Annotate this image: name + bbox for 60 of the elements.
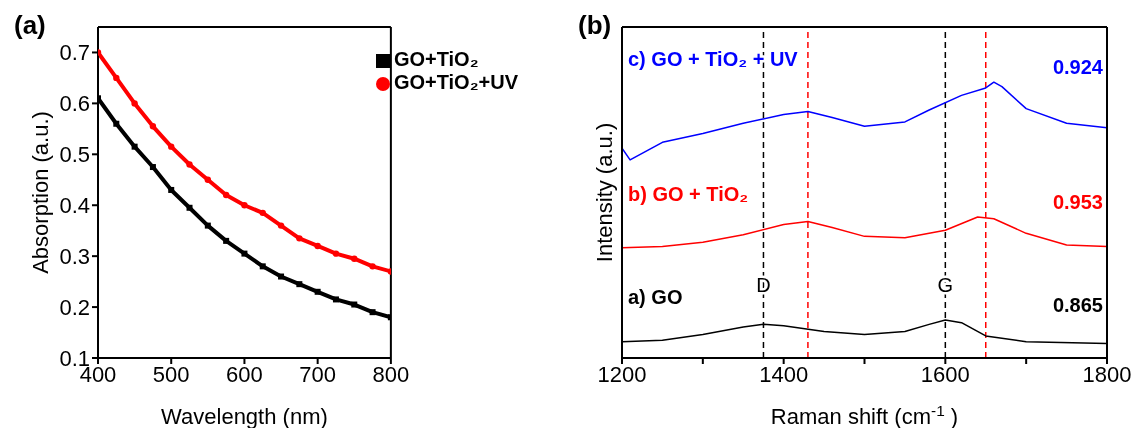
point xyxy=(351,255,358,262)
ref-line-label: D xyxy=(756,273,771,296)
x-tick-label: 1200 xyxy=(597,361,647,387)
x-tick-label: 500 xyxy=(152,361,190,387)
series-label: b) GO + TiO₂ xyxy=(628,183,749,206)
chart-title: (a) xyxy=(14,10,46,41)
y-tick-label: 0.2 xyxy=(59,294,90,320)
y-tick-label: 0.3 xyxy=(59,243,90,269)
point xyxy=(131,143,138,150)
x-tick-label: 1400 xyxy=(759,361,809,387)
point xyxy=(332,296,339,303)
annotation: 0.953 xyxy=(1052,191,1103,214)
point xyxy=(222,191,230,199)
point xyxy=(259,263,266,270)
point xyxy=(278,273,285,280)
point xyxy=(369,309,376,316)
point xyxy=(113,74,120,82)
point xyxy=(168,186,175,193)
point xyxy=(259,209,266,217)
point xyxy=(296,281,303,288)
point xyxy=(149,123,157,130)
point xyxy=(314,288,321,295)
chart-title: (b) xyxy=(578,10,612,41)
y-tick-label: 0.7 xyxy=(59,40,90,66)
annotation: 0.865 xyxy=(1052,293,1103,316)
x-axis-title: Raman shift (cm$^{-1}$) xyxy=(770,401,959,429)
point xyxy=(186,204,193,211)
y-tick-label: 0.4 xyxy=(59,193,90,219)
legend-label: GO+TiO₂ xyxy=(393,48,479,70)
text: c) GO + TiO₂ + UV xyxy=(628,48,799,71)
x-axis-title: Wavelength (nm) xyxy=(161,404,328,429)
x-tick-label: 1600 xyxy=(920,361,970,387)
legend-label: GO+TiO₂+UV xyxy=(393,71,518,93)
point xyxy=(204,222,211,229)
point xyxy=(241,202,248,209)
point xyxy=(186,161,193,168)
point xyxy=(296,235,303,242)
point xyxy=(131,100,138,107)
text: 0.924 xyxy=(1052,56,1104,79)
point xyxy=(277,222,285,229)
point xyxy=(204,176,212,183)
series-label: a) GO xyxy=(628,285,683,308)
y-axis-title: Intensity (a.u.) xyxy=(591,122,617,263)
point xyxy=(168,143,175,150)
point xyxy=(149,164,156,171)
x-tick-label: 800 xyxy=(372,361,410,387)
x-tick-label: 1800 xyxy=(1082,361,1132,387)
point xyxy=(314,242,321,250)
ref-line-label: G xyxy=(937,273,954,296)
point xyxy=(113,120,120,127)
point xyxy=(241,250,248,257)
y-tick-label: 0.5 xyxy=(59,142,90,168)
y-axis-title: Absorption (a.u.) xyxy=(27,111,53,274)
x-tick-label: 600 xyxy=(226,361,263,387)
point xyxy=(332,250,340,257)
y-tick-label: 0.6 xyxy=(59,91,90,117)
point xyxy=(351,301,358,308)
x-tick-label: 700 xyxy=(299,361,337,387)
point xyxy=(369,263,376,270)
point xyxy=(223,237,230,244)
